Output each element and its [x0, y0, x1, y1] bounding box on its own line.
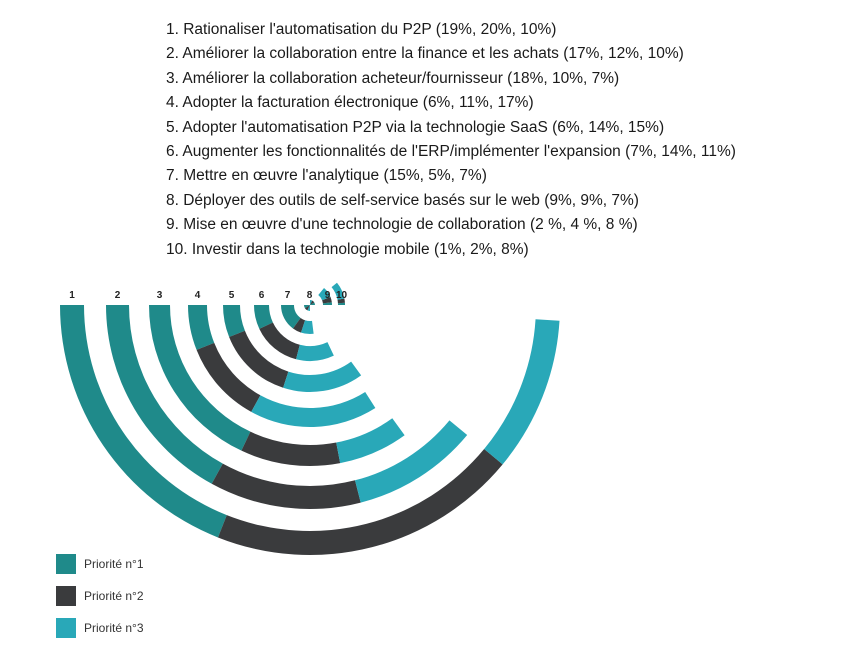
- bar-segment-1-priority-1: [60, 305, 227, 538]
- bar-segment-1-priority-2: [217, 449, 503, 555]
- bar-segment-4-priority-3: [251, 391, 376, 427]
- legend-label-priority-3: Priorité n°3: [84, 621, 144, 635]
- bar-segment-9-priority-3: [318, 288, 331, 301]
- ring-label-1: 1: [69, 290, 75, 301]
- list-item: 9. Mise en œuvre d'une technologie de co…: [166, 216, 638, 234]
- ring-label-7: 7: [285, 290, 291, 301]
- bar-segment-1-priority-3: [484, 319, 560, 465]
- ring-label-10: 10: [336, 290, 348, 301]
- bar-segment-7-priority-3: [301, 320, 314, 334]
- bar-segment-3-priority-3: [336, 418, 405, 464]
- bar-segment-4-priority-1: [188, 305, 215, 350]
- ring-label-5: 5: [229, 290, 235, 301]
- list-item: 8. Déployer des outils de self-service b…: [166, 191, 639, 209]
- legend-swatch-priority-1: [56, 554, 76, 574]
- bar-segment-7-priority-2: [292, 317, 306, 333]
- legend-swatch-priority-2: [56, 586, 76, 606]
- legend-label-priority-1: Priorité n°1: [84, 557, 144, 571]
- bar-segment-6-priority-1: [254, 305, 273, 329]
- list-item: 7. Mettre en œuvre l'analytique (15%, 5%…: [166, 167, 487, 185]
- list-item: 6. Augmenter les fonctionnalités de l'ER…: [166, 143, 736, 161]
- legend-label-priority-2: Priorité n°2: [84, 589, 144, 603]
- ring-label-8: 8: [307, 290, 313, 301]
- list-item: 2. Améliorer la collaboration entre la f…: [166, 45, 684, 63]
- bar-segment-2-priority-2: [211, 463, 361, 510]
- bar-segment-8-priority-1: [303, 302, 315, 309]
- ring-label-3: 3: [157, 290, 163, 301]
- list-item: 3. Améliorer la collaboration acheteur/f…: [166, 69, 620, 87]
- bar-segment-8-priority-2: [304, 300, 315, 311]
- bar-segment-2-priority-3: [355, 420, 468, 503]
- ring-label-2: 2: [115, 290, 121, 301]
- bar-segment-4-priority-2: [196, 342, 261, 412]
- bar-segment-8-priority-3: [307, 300, 313, 311]
- bar-segment-5-priority-1: [223, 305, 245, 338]
- bar-segment-5-priority-2: [229, 330, 289, 388]
- list-item: 10. Investir dans la technologie mobile …: [166, 240, 529, 258]
- bar-segment-10-priority-2: [337, 298, 345, 304]
- bar-segment-10-priority-1: [337, 302, 345, 305]
- legend-item-priority-2: Priorité n°2: [56, 586, 144, 606]
- bar-segment-9-priority-2: [322, 296, 332, 304]
- ring-label-6: 6: [259, 290, 265, 301]
- legend-swatch-priority-3: [56, 618, 76, 638]
- legend-item-priority-1: Priorité n°1: [56, 554, 144, 574]
- legend-item-priority-3: Priorité n°3: [56, 618, 144, 638]
- bar-segment-6-priority-3: [296, 342, 334, 361]
- list-item: 4. Adopter la facturation électronique (…: [166, 94, 534, 112]
- bar-segment-7-priority-1: [281, 305, 301, 329]
- bar-segment-6-priority-2: [259, 322, 300, 360]
- bar-segment-10-priority-3: [331, 282, 345, 300]
- list-item: 5. Adopter l'automatisation P2P via la t…: [166, 118, 665, 136]
- bar-segment-9-priority-1: [322, 302, 332, 305]
- ring-label-9: 9: [325, 290, 331, 301]
- bar-segment-2-priority-1: [106, 305, 223, 484]
- list-item: 1. Rationaliser l'automatisation du P2P …: [166, 21, 557, 38]
- bar-segment-3-priority-1: [149, 305, 251, 451]
- item-list: 1. Rationaliser l'automatisation du P2P …: [166, 18, 736, 262]
- ring-label-4: 4: [195, 290, 201, 301]
- bar-segment-3-priority-2: [241, 431, 341, 467]
- bar-segment-5-priority-3: [283, 361, 362, 392]
